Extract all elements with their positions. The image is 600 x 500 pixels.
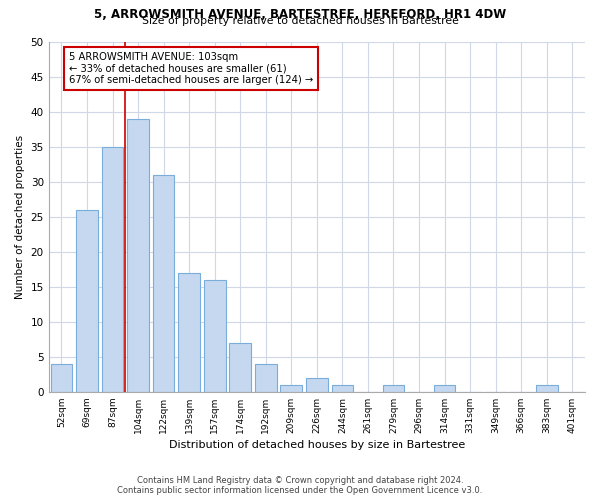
Bar xyxy=(306,378,328,392)
Bar xyxy=(229,343,251,392)
Bar xyxy=(255,364,277,392)
Y-axis label: Number of detached properties: Number of detached properties xyxy=(15,134,25,298)
Bar xyxy=(434,385,455,392)
Bar xyxy=(50,364,72,392)
Bar xyxy=(101,146,124,392)
Bar xyxy=(178,272,200,392)
Bar xyxy=(280,385,302,392)
Bar xyxy=(332,385,353,392)
Text: Size of property relative to detached houses in Bartestree: Size of property relative to detached ho… xyxy=(142,16,458,26)
Text: 5 ARROWSMITH AVENUE: 103sqm
← 33% of detached houses are smaller (61)
67% of sem: 5 ARROWSMITH AVENUE: 103sqm ← 33% of det… xyxy=(69,52,313,85)
Bar xyxy=(153,174,175,392)
Bar xyxy=(76,210,98,392)
Bar xyxy=(204,280,226,392)
X-axis label: Distribution of detached houses by size in Bartestree: Distribution of detached houses by size … xyxy=(169,440,465,450)
Bar xyxy=(127,118,149,392)
Text: 5, ARROWSMITH AVENUE, BARTESTREE, HEREFORD, HR1 4DW: 5, ARROWSMITH AVENUE, BARTESTREE, HEREFO… xyxy=(94,8,506,20)
Bar xyxy=(383,385,404,392)
Bar xyxy=(536,385,557,392)
Text: Contains HM Land Registry data © Crown copyright and database right 2024.
Contai: Contains HM Land Registry data © Crown c… xyxy=(118,476,482,495)
